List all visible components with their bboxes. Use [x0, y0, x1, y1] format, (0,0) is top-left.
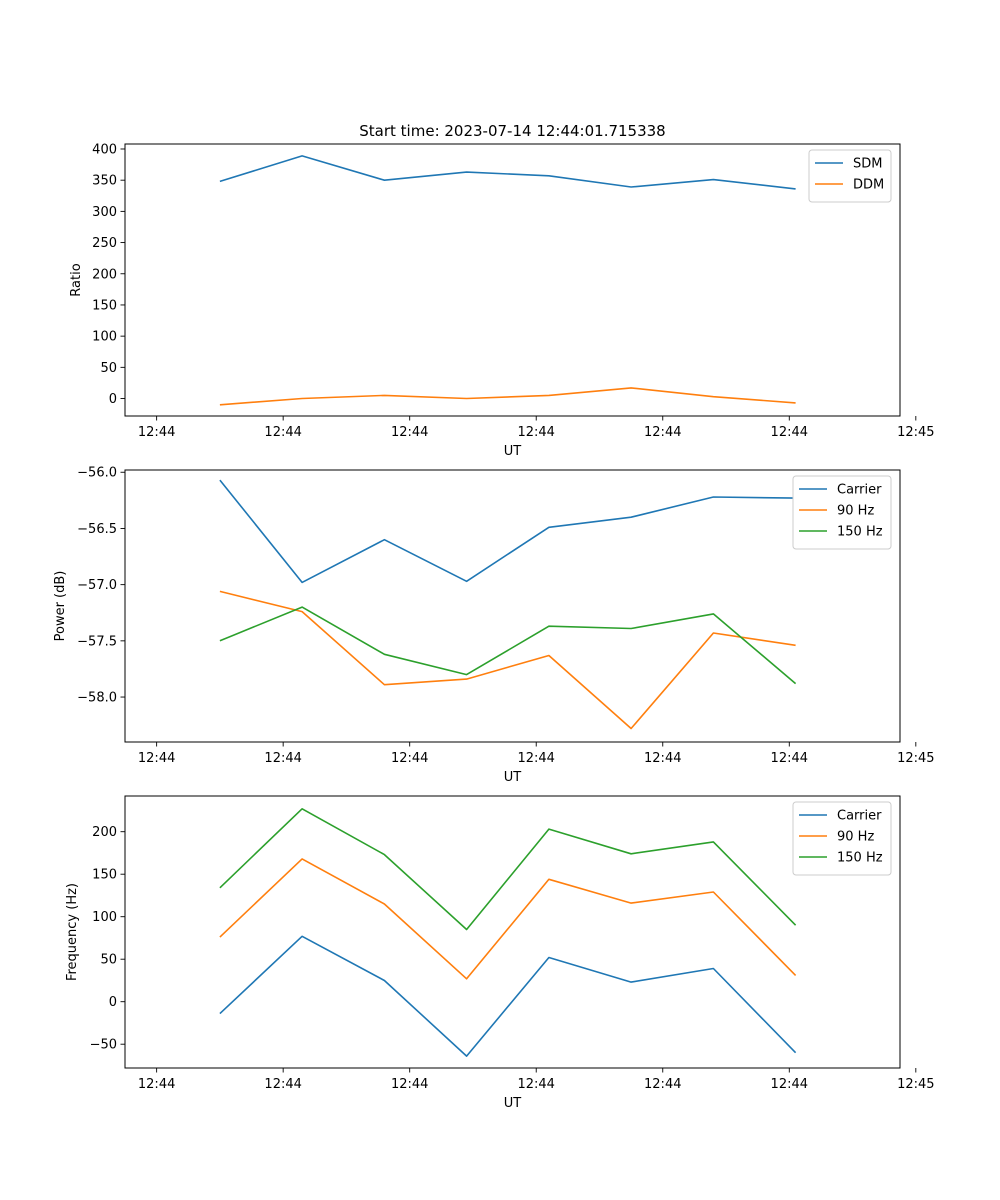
series-line-90-hz	[219, 590, 796, 730]
x-axis-label: UT	[504, 1096, 522, 1111]
y-tick-label: −58.0	[77, 691, 117, 706]
ratio-plot: 12:44 12:44 12:44 12:44 12:44 12:44 12:45 0 50 10…	[69, 142, 935, 459]
y-tick-label: −57.5	[77, 634, 117, 649]
figure-title: Start time: 2023-07-14 12:44:01.715338	[359, 122, 665, 140]
y-tick-label: −56.5	[77, 522, 117, 537]
y-tick-label: 150	[92, 868, 117, 883]
y-tick-label: 150	[92, 298, 117, 313]
x-tick-label: 12:45	[897, 425, 934, 440]
y-tick-label: 50	[100, 953, 117, 968]
series-line-carrier	[219, 935, 797, 1057]
plot-frame	[124, 795, 901, 1069]
plot-frame	[124, 469, 901, 743]
series-line-150-hz	[219, 606, 797, 685]
x-tick-label: 12:44	[138, 1077, 175, 1092]
x-tick-label: 12:44	[138, 751, 175, 766]
x-tick-label: 12:45	[897, 1077, 934, 1092]
x-tick-label: 12:44	[644, 425, 681, 440]
y-tick-label: 0	[109, 995, 117, 1010]
legend-label-150-hz: 150 Hz	[837, 525, 883, 540]
x-tick-label: 12:44	[264, 1077, 301, 1092]
series-line-sdm	[219, 155, 796, 190]
x-tick-label: 12:44	[771, 751, 808, 766]
x-tick-label: 12:44	[138, 425, 175, 440]
x-axis-label: UT	[504, 770, 522, 785]
x-tick-label: 12:44	[391, 751, 428, 766]
y-tick-label: 50	[100, 361, 117, 376]
series-line-90-hz	[219, 858, 797, 980]
x-tick-label: 12:44	[517, 425, 554, 440]
legend-label-carrier: Carrier	[837, 809, 882, 824]
y-tick-label: 350	[92, 174, 117, 189]
legend-label-carrier: Carrier	[837, 483, 882, 498]
y-tick-label: −56.0	[77, 466, 117, 481]
y-tick-label: 0	[109, 392, 117, 407]
plot-frame	[124, 143, 901, 417]
x-tick-label: 12:44	[644, 751, 681, 766]
x-tick-label: 12:44	[391, 1077, 428, 1092]
series-line-carrier	[219, 479, 796, 584]
series-line-150-hz	[219, 807, 797, 931]
series-line-ddm	[219, 387, 796, 406]
x-tick-label: 12:44	[771, 425, 808, 440]
legend-label-90-hz: 90 Hz	[837, 504, 874, 519]
y-tick-label: −50	[90, 1038, 117, 1053]
y-tick-label: 100	[92, 330, 117, 345]
y-tick-label: 250	[92, 236, 117, 251]
y-tick-label: 100	[92, 910, 117, 925]
x-tick-label: 12:44	[264, 751, 301, 766]
x-tick-label: 12:45	[897, 751, 934, 766]
y-tick-label: 300	[92, 205, 117, 220]
x-tick-label: 12:44	[517, 751, 554, 766]
y-axis-label: Ratio	[69, 263, 84, 296]
y-tick-label: 200	[92, 825, 117, 840]
x-tick-label: 12:44	[391, 425, 428, 440]
y-tick-label: 400	[92, 142, 117, 157]
y-tick-label: −57.0	[77, 578, 117, 593]
y-axis-label: Power (dB)	[53, 571, 68, 642]
y-axis-label: Frequency (Hz)	[65, 883, 80, 981]
legend-label-ddm: DDM	[853, 178, 884, 193]
x-axis-label: UT	[504, 444, 522, 459]
legend-label-sdm: SDM	[853, 157, 882, 172]
frequency-plot: 12:44 12:44 12:44 12:44 12:44 12:44 12:45 −50 0 5…	[65, 795, 935, 1111]
x-tick-label: 12:44	[771, 1077, 808, 1092]
power-plot: 12:44 12:44 12:44 12:44 12:44 12:44 12:45 −58.0…	[53, 466, 935, 785]
x-tick-label: 12:44	[264, 425, 301, 440]
x-tick-label: 12:44	[644, 1077, 681, 1092]
y-tick-label: 200	[92, 267, 117, 282]
x-tick-label: 12:44	[517, 1077, 554, 1092]
legend-label-150-hz: 150 Hz	[837, 851, 883, 866]
legend-label-90-hz: 90 Hz	[837, 830, 874, 845]
